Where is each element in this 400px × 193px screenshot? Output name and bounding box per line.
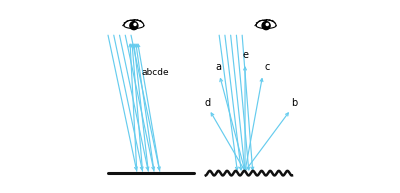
Circle shape xyxy=(130,22,138,30)
Circle shape xyxy=(262,22,270,30)
Circle shape xyxy=(266,23,268,25)
Text: e: e xyxy=(242,50,248,60)
Text: a: a xyxy=(215,62,221,72)
Text: abcde: abcde xyxy=(142,68,169,77)
Circle shape xyxy=(134,23,136,25)
Text: d: d xyxy=(205,98,211,108)
Text: b: b xyxy=(291,98,297,108)
Text: c: c xyxy=(264,62,270,72)
